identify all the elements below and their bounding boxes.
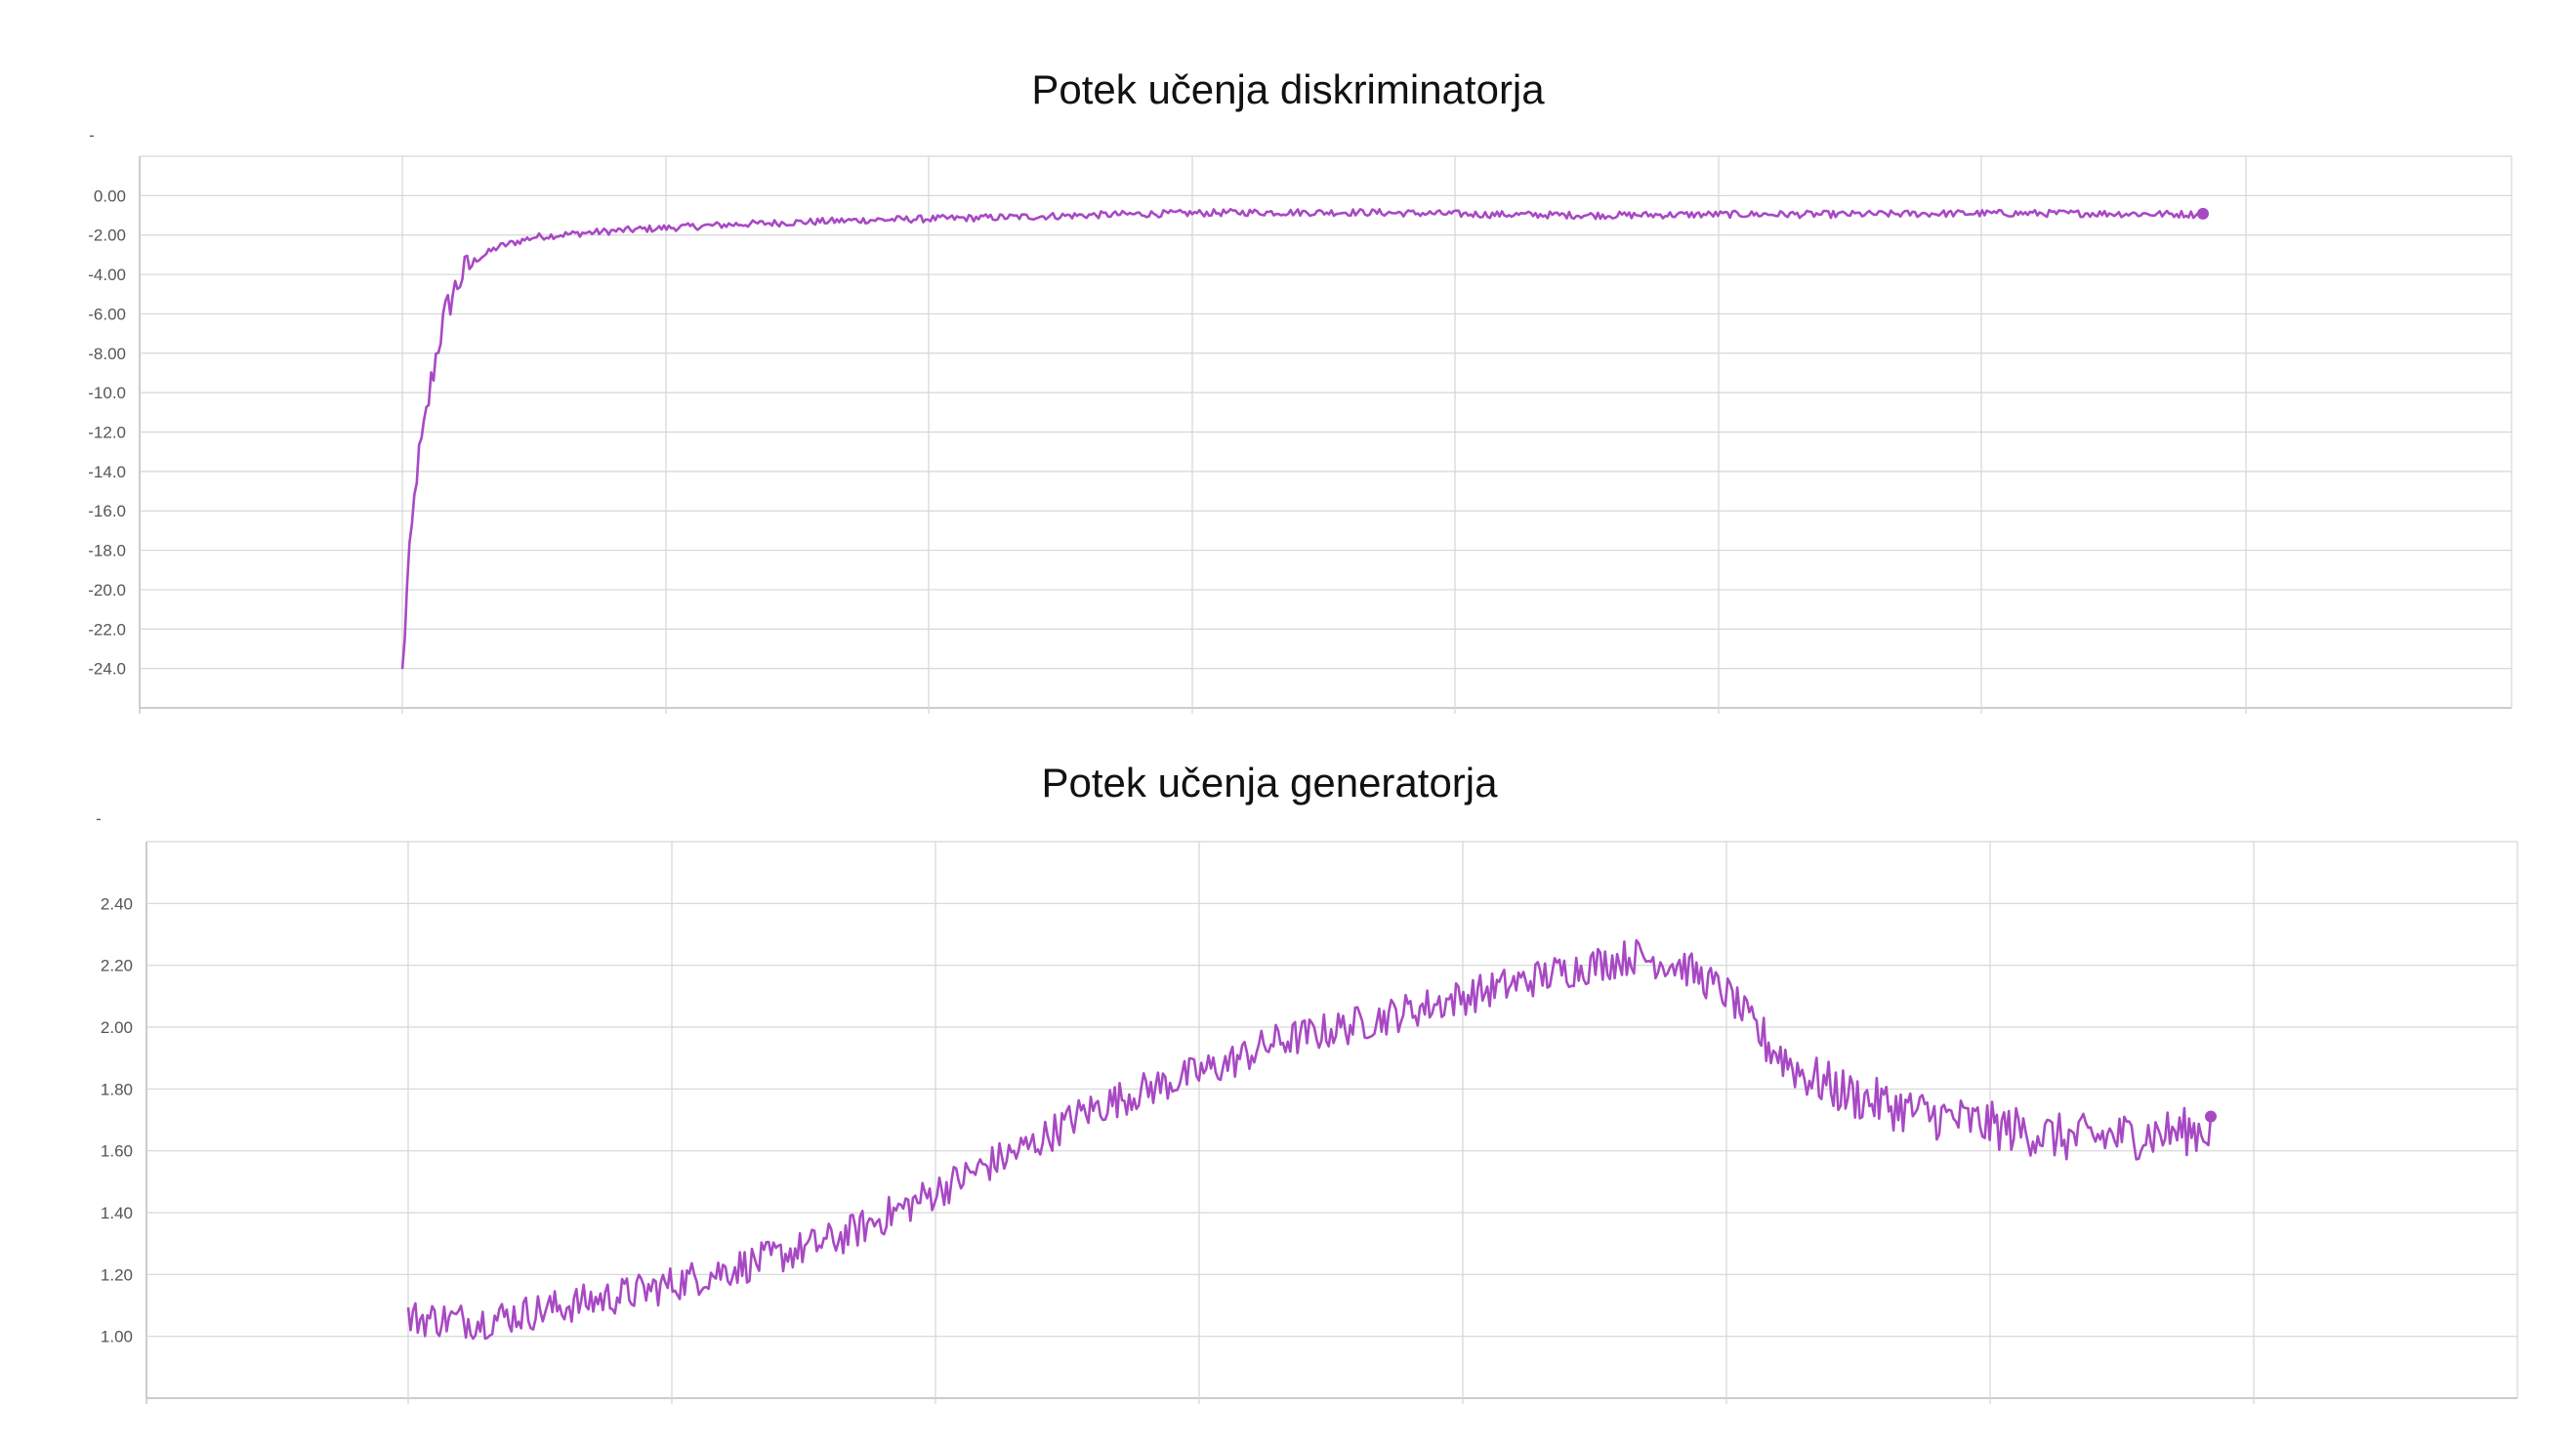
y-tick-label: 1.80 xyxy=(101,1080,133,1098)
y-tick-label: 1.00 xyxy=(101,1328,133,1346)
y-tick-label: -14.0 xyxy=(88,463,126,481)
chart-generator: Potek učenja generatorja - 2.40 2.20 2.00 1… xyxy=(96,760,2518,1404)
y-axis-discriminator: 0.00 -2.00 -4.00 -6.00 -8.00 -10.0 -12.0 -14.0 -… xyxy=(88,186,126,678)
chart-discriminator: Potek učenja diskriminatorja - 0.00 -2.00… xyxy=(88,66,2513,714)
y-tick-label: -8.00 xyxy=(88,345,126,363)
y-tick-label: 1.20 xyxy=(101,1265,133,1284)
y-tick-label: -10.0 xyxy=(88,384,126,402)
grid-discriminator xyxy=(139,155,2513,714)
y-tick-label: -12.0 xyxy=(88,424,126,442)
y-tick-label: 1.60 xyxy=(101,1142,133,1161)
y-tick-label: 0.00 xyxy=(94,186,126,205)
y-tick-label: -4.00 xyxy=(88,266,126,284)
y-tick-label: 2.20 xyxy=(101,957,133,975)
grid-generator xyxy=(145,841,2518,1404)
series-end-marker xyxy=(2197,207,2209,220)
chart-title-generator: Potek učenja generatorja xyxy=(1042,760,1499,806)
y-tick-label: -2.00 xyxy=(88,227,126,245)
y-tick-label: -24.0 xyxy=(88,660,126,679)
corner-label-generator: - xyxy=(96,809,102,828)
y-tick-label: -22.0 xyxy=(88,620,126,639)
series-line xyxy=(406,938,2213,1341)
chart-title-discriminator: Potek učenja diskriminatorja xyxy=(1031,66,1545,112)
y-axis-generator: 2.40 2.20 2.00 1.80 1.60 1.40 1.20 1.00 xyxy=(101,894,133,1345)
y-tick-label: -18.0 xyxy=(88,542,126,560)
y-tick-label: 1.40 xyxy=(101,1204,133,1222)
series-generator xyxy=(406,938,2217,1341)
corner-label-discriminator: - xyxy=(89,126,95,145)
y-tick-label: -6.00 xyxy=(88,305,126,323)
series-discriminator xyxy=(400,207,2209,670)
series-end-marker xyxy=(2205,1110,2217,1123)
y-tick-label: -16.0 xyxy=(88,502,126,520)
series-line xyxy=(400,207,2205,670)
y-tick-label: -20.0 xyxy=(88,581,126,599)
y-tick-label: 2.00 xyxy=(101,1018,133,1037)
y-tick-label: 2.40 xyxy=(101,894,133,913)
